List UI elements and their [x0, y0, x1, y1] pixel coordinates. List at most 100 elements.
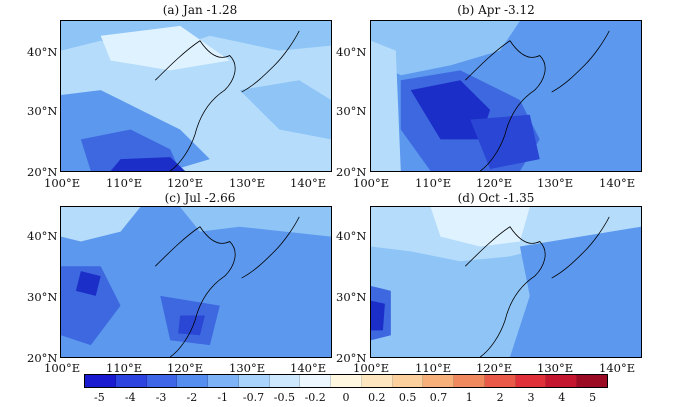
xtick-c-120: 120°E — [167, 361, 204, 375]
xtick-c-110: 110°E — [106, 361, 143, 375]
xtick-c-100: 100°E — [44, 361, 81, 375]
map-b-region-core — [410, 80, 491, 140]
map-panel-a — [60, 20, 332, 172]
colorbar-swatch — [146, 375, 178, 387]
ytick-a-30: 30°N — [27, 104, 58, 118]
xtick-a-100: 100°E — [44, 176, 81, 190]
map-b-japan — [551, 30, 610, 93]
xtick-b-110: 110°E — [415, 176, 452, 190]
colorbar-swatch — [361, 375, 393, 387]
ytick-b-30: 30°N — [336, 104, 367, 118]
xtick-c-130: 130°E — [229, 361, 266, 375]
xtick-d-140: 140°E — [599, 361, 636, 375]
colorbar-swatch — [85, 375, 116, 387]
ytick-c-30: 30°N — [27, 290, 58, 304]
colorbar-swatch — [115, 375, 147, 387]
colorbar-label: 4 — [558, 391, 566, 404]
map-a-region-east — [239, 80, 331, 140]
colorbar-label: 0 — [342, 391, 350, 404]
colorbar-label: 0.2 — [368, 391, 386, 404]
xtick-a-140: 140°E — [290, 176, 327, 190]
map-a-region-core — [110, 157, 186, 171]
map-c-canvas — [61, 207, 331, 357]
colorbar — [84, 374, 608, 388]
map-b-region-west — [371, 40, 401, 171]
panel-a-title: (a) Jan -1.28 — [162, 3, 238, 17]
xtick-b-120: 120°E — [476, 176, 513, 190]
map-d-canvas — [371, 207, 641, 357]
ytick-b-20: 20°N — [336, 165, 367, 179]
panel-d-title: (d) Oct -1.35 — [457, 191, 535, 205]
xtick-c-140: 140°E — [290, 361, 327, 375]
colorbar-swatch — [177, 375, 209, 387]
xtick-d-130: 130°E — [537, 361, 574, 375]
map-panel-b — [370, 20, 642, 172]
map-b-region-north — [371, 21, 520, 76]
map-c-region-southcore — [178, 315, 205, 336]
map-c-japan — [241, 216, 300, 279]
xtick-d-110: 110°E — [415, 361, 452, 375]
colorbar-label: -1 — [217, 391, 229, 404]
colorbar-label: 2 — [496, 391, 504, 404]
xtick-b-100: 100°E — [353, 176, 390, 190]
ytick-b-40: 40°N — [336, 45, 367, 59]
colorbar-swatch — [208, 375, 239, 387]
colorbar-swatch — [515, 375, 547, 387]
xtick-b-140: 140°E — [599, 176, 636, 190]
colorbar-swatch — [423, 375, 455, 387]
panel-c-title: (c) Jul -2.66 — [164, 191, 236, 205]
colorbar-label: -2 — [186, 391, 198, 404]
colorbar-label: 5 — [589, 391, 597, 404]
map-a-region-lightpatch — [100, 25, 230, 71]
ytick-d-20: 20°N — [336, 351, 367, 365]
map-a-canvas — [61, 21, 331, 171]
map-c-region-core — [75, 271, 101, 296]
colorbar-label: 1 — [465, 391, 473, 404]
map-b-region-south — [470, 114, 540, 170]
ytick-c-40: 40°N — [27, 229, 58, 243]
colorbar-swatch — [300, 375, 332, 387]
xtick-a-120: 120°E — [167, 176, 204, 190]
ytick-c-20: 20°N — [27, 351, 58, 365]
map-d-region-core — [371, 300, 385, 331]
colorbar-label: 0.5 — [398, 391, 417, 404]
ytick-d-30: 30°N — [336, 290, 367, 304]
colorbar-label: -0.7 — [242, 391, 265, 404]
xtick-a-110: 110°E — [106, 176, 143, 190]
ytick-d-40: 40°N — [336, 229, 367, 243]
xtick-d-100: 100°E — [353, 361, 390, 375]
xtick-d-120: 120°E — [476, 361, 513, 375]
colorbar-label: -0.5 — [273, 391, 295, 404]
map-c-coastline — [155, 226, 236, 357]
colorbar-label: -5 — [94, 391, 105, 404]
colorbar-swatch — [484, 375, 516, 387]
colorbar-swatch — [331, 375, 362, 387]
colorbar-label: 0.7 — [429, 391, 448, 404]
colorbar-label: -4 — [124, 391, 136, 404]
map-d-region-east — [509, 226, 641, 357]
map-c-region-west — [61, 266, 121, 346]
map-d-region-lightpatch — [430, 207, 530, 247]
colorbar-label: -0.2 — [304, 391, 326, 404]
map-d-japan — [551, 216, 610, 279]
ytick-a-40: 40°N — [27, 45, 58, 59]
colorbar-label: 3 — [527, 391, 535, 404]
colorbar-label: -3 — [155, 391, 167, 404]
colorbar-swatch — [454, 375, 485, 387]
colorbar-swatch — [392, 375, 424, 387]
map-d-coastline — [465, 226, 546, 357]
colorbar-swatch — [577, 375, 608, 387]
ytick-a-20: 20°N — [27, 165, 58, 179]
map-a-coastline — [155, 40, 236, 171]
map-c-region-nw — [61, 207, 141, 242]
map-a-japan — [241, 30, 300, 93]
xtick-b-130: 130°E — [537, 176, 574, 190]
colorbar-swatch — [238, 375, 270, 387]
map-panel-c — [60, 206, 332, 358]
map-b-canvas — [371, 21, 641, 171]
map-b-coastline — [465, 40, 546, 171]
colorbar-swatch — [546, 375, 578, 387]
xtick-a-130: 130°E — [229, 176, 266, 190]
colorbar-swatch — [269, 375, 301, 387]
map-panel-d — [370, 206, 642, 358]
